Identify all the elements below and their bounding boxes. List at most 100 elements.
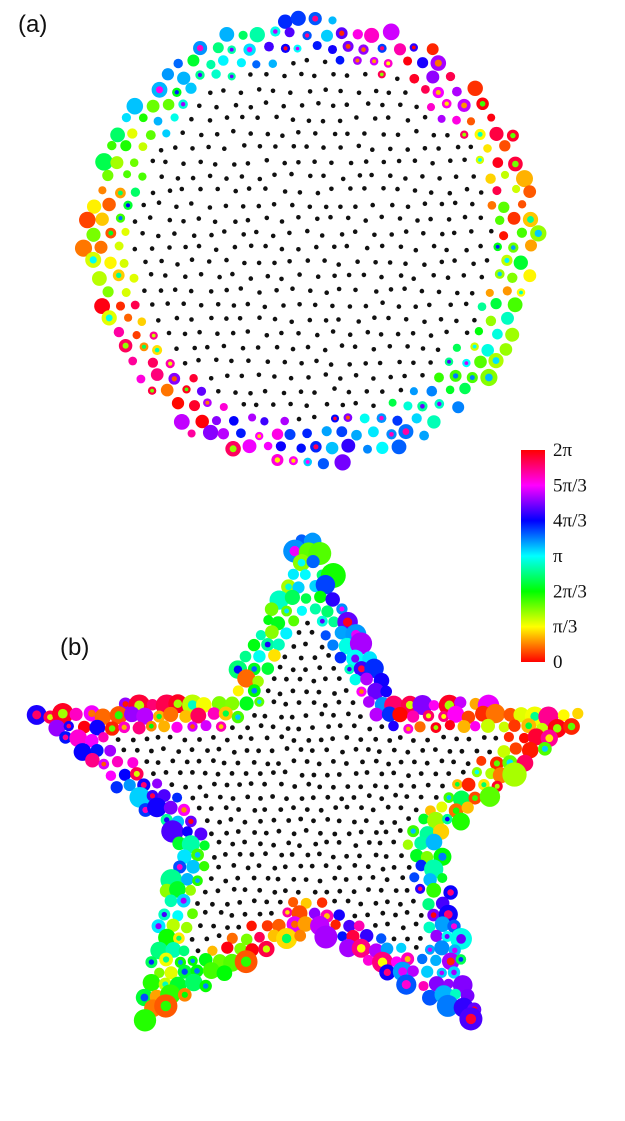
edge-site [409, 387, 418, 396]
edge-site [513, 255, 528, 270]
bulk-site [478, 243, 483, 249]
bulk-site [243, 771, 249, 776]
bulk-site [258, 841, 263, 847]
bulk-site [212, 855, 217, 860]
bulk-site [379, 724, 385, 730]
edge-site [430, 954, 442, 967]
bulk-site [282, 654, 288, 660]
edge-site [294, 929, 307, 942]
bulk-site [319, 233, 325, 238]
bulk-site [321, 173, 326, 179]
edge-site [474, 327, 484, 336]
bulk-site [299, 796, 305, 801]
bulk-site [402, 373, 407, 379]
bulk-site [303, 828, 309, 833]
bulk-site [315, 332, 320, 338]
bulk-site [279, 246, 285, 252]
bulk-site [229, 913, 235, 918]
edge-site [136, 374, 146, 384]
edge-site [124, 313, 133, 322]
bulk-site [298, 747, 304, 752]
bulk-site [433, 771, 439, 777]
bulk-site [316, 761, 322, 767]
edge-site-core [446, 957, 455, 966]
bulk-site [356, 143, 362, 149]
edge-site [153, 116, 163, 126]
bulk-site [468, 144, 474, 150]
edge-site [194, 827, 208, 841]
bulk-site [348, 186, 353, 191]
bulk-site [366, 793, 372, 799]
bulk-site [213, 247, 219, 253]
edge-site [415, 859, 427, 872]
bulk-site [363, 361, 369, 366]
bulk-site [208, 376, 214, 381]
bulk-site [258, 723, 264, 729]
edge-site [171, 397, 185, 410]
edge-site [170, 113, 179, 122]
bulk-site [221, 88, 226, 93]
bulk-site [224, 830, 230, 836]
bulk-site [291, 644, 297, 649]
bulk-site [336, 772, 342, 777]
bulk-site [436, 146, 441, 151]
bulk-site [460, 769, 466, 775]
edge-site [200, 720, 212, 732]
bulk-site [365, 912, 370, 918]
bulk-site [296, 130, 301, 135]
bulk-site [256, 748, 261, 754]
bulk-site [175, 176, 181, 181]
edge-site [436, 801, 448, 813]
bulk-site [358, 714, 363, 719]
edge-site [188, 400, 201, 412]
edge-site [525, 239, 537, 252]
edge-site [142, 973, 161, 992]
bulk-site [276, 828, 282, 834]
bulk-site [224, 316, 229, 321]
bulk-site [400, 875, 406, 881]
bulk-site [264, 215, 270, 221]
edge-site-core [121, 724, 127, 730]
edge-site-core [530, 711, 540, 721]
bulk-site [336, 676, 342, 681]
bulk-site [469, 291, 475, 296]
edge-site [419, 430, 430, 441]
edge-site-core [534, 229, 542, 238]
edge-site [330, 919, 341, 930]
bulk-site [325, 794, 331, 800]
edge-site [367, 426, 379, 438]
bulk-site [336, 317, 341, 322]
edge-site [351, 429, 362, 441]
bulk-site [332, 386, 337, 391]
bulk-site [216, 746, 222, 752]
bulk-site [248, 276, 254, 281]
edge-site [121, 113, 131, 123]
bulk-site [230, 841, 236, 847]
edge-site [173, 414, 190, 430]
edge-site-core [284, 608, 290, 614]
edge-site-core [425, 713, 432, 719]
bulk-site [398, 901, 403, 907]
edge-site [409, 73, 420, 84]
colorbar-ticks: 2π 5π/3 4π/3 π 2π/3 π/3 0 [553, 440, 587, 673]
bulk-site [403, 229, 409, 234]
bulk-site [358, 901, 364, 907]
bulk-site [359, 805, 364, 811]
bulk-site [172, 231, 177, 236]
edge-site [169, 881, 186, 898]
bulk-site [240, 114, 245, 120]
edge-site-core [447, 889, 454, 896]
bulk-site [357, 875, 363, 881]
bulk-site [241, 232, 246, 237]
bulk-site [198, 923, 203, 929]
bulk-site [258, 796, 263, 801]
bulk-site [411, 360, 416, 366]
bulk-site [354, 115, 359, 120]
bulk-site [298, 816, 304, 822]
bulk-site [405, 936, 410, 942]
bulk-site [240, 204, 246, 209]
edge-site [171, 721, 183, 733]
edge-site-core [295, 46, 300, 51]
bulk-site [289, 319, 295, 325]
bulk-site [229, 358, 234, 364]
